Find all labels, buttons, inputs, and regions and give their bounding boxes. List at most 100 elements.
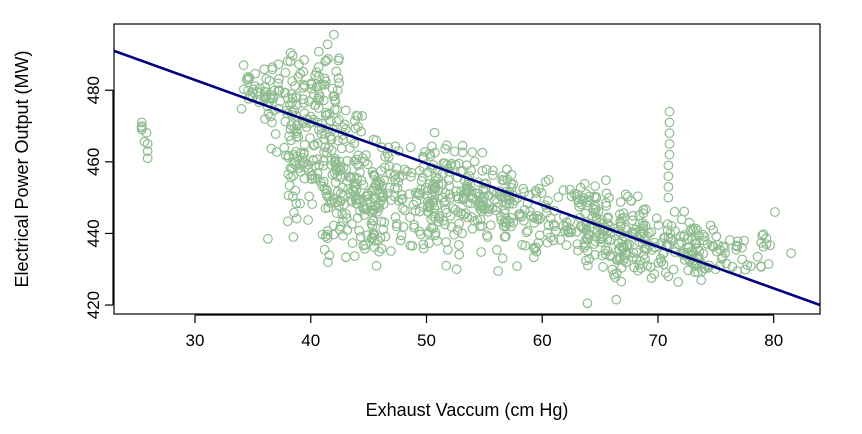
y-tick-label: 460 (84, 148, 103, 176)
data-point (418, 239, 429, 250)
data-point (291, 99, 302, 110)
data-point (331, 164, 342, 175)
y-axis-title: Electrical Power Output (MW) (12, 50, 32, 287)
data-point (336, 172, 346, 183)
data-point (589, 207, 600, 218)
data-point (331, 208, 342, 219)
data-point (633, 265, 643, 276)
data-point (358, 240, 369, 251)
data-point (646, 273, 657, 284)
data-point (485, 220, 496, 231)
data-point (500, 231, 511, 242)
data-point (324, 191, 335, 202)
data-point (299, 108, 310, 119)
data-point (664, 138, 675, 149)
data-point (320, 56, 331, 67)
data-point (355, 167, 365, 178)
data-point (139, 136, 150, 147)
data-point (585, 230, 595, 241)
data-point (607, 264, 618, 275)
data-point (318, 95, 329, 106)
data-point (718, 241, 729, 252)
data-point (424, 238, 435, 249)
data-point (630, 224, 641, 235)
data-point (429, 127, 440, 138)
data-point (332, 186, 343, 197)
data-point (471, 195, 482, 206)
data-point (411, 196, 422, 207)
data-point (441, 237, 452, 247)
data-point (600, 248, 611, 259)
data-point (572, 239, 583, 250)
data-point (369, 230, 380, 241)
data-point (685, 225, 696, 236)
data-point (740, 264, 751, 275)
data-point (492, 244, 502, 255)
data-point (696, 275, 707, 286)
data-point (341, 213, 352, 223)
data-point (616, 276, 627, 287)
data-point (340, 105, 351, 116)
data-point (397, 203, 408, 214)
data-point (522, 225, 533, 236)
data-point (287, 50, 298, 61)
data-point (737, 242, 747, 253)
data-point (561, 240, 572, 251)
data-point (374, 179, 385, 190)
data-point (329, 91, 340, 101)
data-point (363, 190, 374, 201)
data-point (602, 234, 613, 245)
data-point (380, 231, 391, 242)
data-point (324, 250, 335, 261)
data-point (259, 64, 270, 75)
data-point (479, 192, 490, 202)
data-point (690, 261, 701, 272)
data-point (746, 261, 756, 272)
data-point (732, 241, 742, 252)
data-point (357, 110, 368, 121)
data-point (339, 119, 350, 130)
data-point (441, 260, 452, 271)
data-point (521, 227, 532, 238)
y-tick-label: 420 (84, 291, 103, 319)
data-point (329, 29, 339, 40)
data-point (334, 78, 345, 88)
data-point (640, 204, 651, 215)
data-point (369, 205, 380, 216)
data-point (526, 210, 537, 221)
data-point (591, 213, 602, 224)
data-point (439, 158, 450, 169)
data-point (676, 237, 687, 248)
data-point (386, 246, 396, 257)
data-point (725, 235, 735, 245)
data-point (616, 263, 627, 273)
data-point (616, 252, 626, 263)
x-axis-title: Exhaust Vaccum (cm Hg) (366, 400, 569, 420)
data-point (345, 171, 356, 182)
data-point (415, 229, 426, 240)
data-point (663, 171, 674, 182)
points-layer (136, 29, 796, 309)
data-point (454, 249, 465, 260)
data-point (406, 171, 416, 182)
data-point (742, 260, 753, 271)
data-point (333, 162, 344, 173)
data-point (335, 165, 346, 176)
data-point (391, 163, 402, 174)
data-point (279, 142, 290, 153)
data-point (679, 206, 690, 217)
data-point (306, 79, 317, 90)
data-point (331, 66, 342, 77)
data-point (280, 67, 291, 78)
data-point (350, 194, 361, 205)
data-point (673, 277, 684, 287)
data-point (597, 215, 608, 226)
data-point (501, 221, 512, 231)
data-point (627, 215, 638, 226)
data-point (692, 225, 703, 236)
data-point (353, 111, 363, 121)
data-point (306, 173, 317, 184)
plot-frame (113, 23, 821, 315)
data-point (322, 233, 333, 244)
data-point (328, 220, 339, 231)
